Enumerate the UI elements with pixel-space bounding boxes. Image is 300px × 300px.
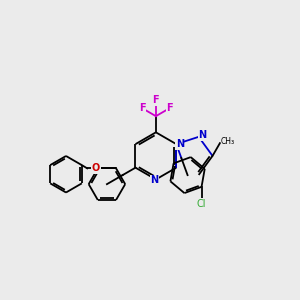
Text: F: F: [153, 95, 159, 105]
Text: N: N: [198, 130, 206, 140]
Text: F: F: [166, 103, 173, 113]
Text: CH₃: CH₃: [221, 137, 235, 146]
Text: F: F: [139, 103, 146, 113]
Text: N: N: [176, 139, 184, 149]
Text: Cl: Cl: [197, 199, 206, 209]
Text: O: O: [92, 163, 100, 173]
Text: N: N: [150, 175, 158, 185]
